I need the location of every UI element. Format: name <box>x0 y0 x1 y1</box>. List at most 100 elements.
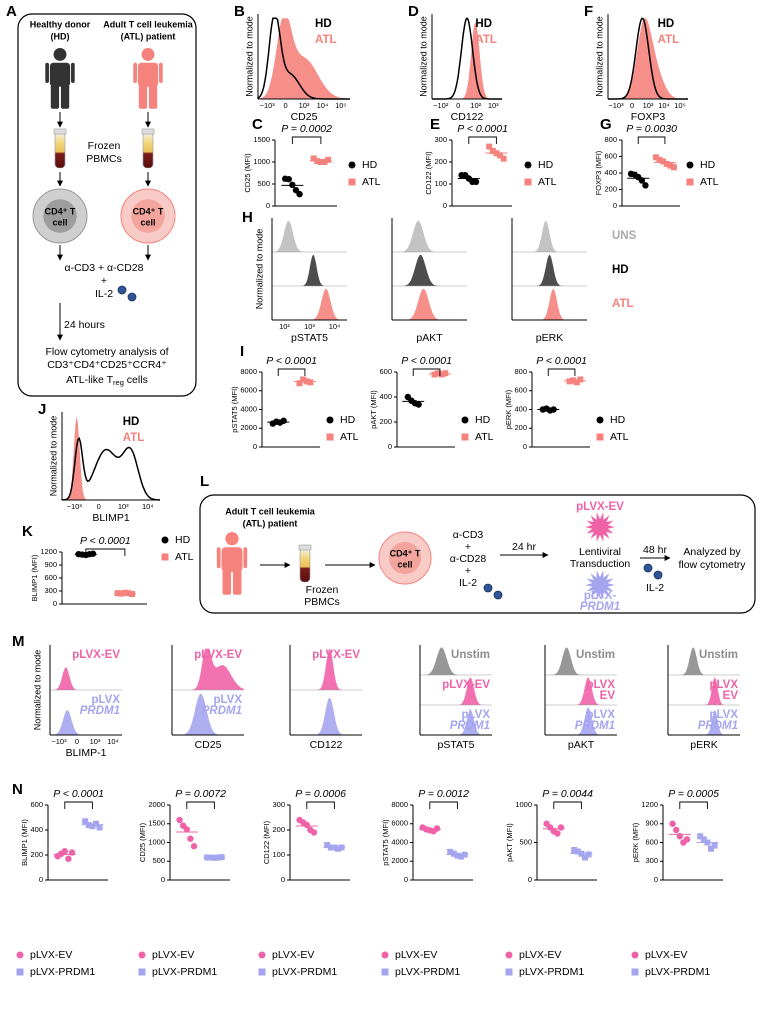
y-tick-label: 300 <box>434 135 447 144</box>
cell-label: CD4⁺ T <box>390 548 421 558</box>
y-axis-label: Normalized to mode <box>418 16 428 97</box>
cell-label: CD4⁺ T <box>45 206 76 216</box>
y-tick-label: 2000 <box>240 423 257 432</box>
y-tick-label: 0 <box>253 442 257 451</box>
legend-marker <box>348 178 356 186</box>
person-icon <box>141 48 155 61</box>
readout-part: reg <box>113 378 124 387</box>
legend-label: pLVX-EV <box>272 949 314 961</box>
tube-icon <box>299 547 311 583</box>
x-axis-label: pSTAT5 <box>291 332 328 344</box>
legend-label: HD <box>362 159 378 171</box>
histogram <box>50 710 122 735</box>
y-axis-label: CD122 (MFI) <box>424 151 433 195</box>
y-axis-label: Normalized to mode <box>254 229 264 310</box>
legend-marker <box>505 951 513 959</box>
histogram <box>545 647 617 675</box>
x-axis-label: CD25 <box>291 111 318 123</box>
y-axis-label: Normalized to mode <box>32 650 42 731</box>
person-icon <box>133 62 137 83</box>
y-tick-label: 300 <box>645 856 658 865</box>
il2-icon <box>483 583 493 593</box>
data-point <box>577 376 584 383</box>
row-label: PRDM1 <box>575 720 615 732</box>
vector-label: PRDM1 <box>580 601 620 613</box>
data-point <box>574 848 581 855</box>
legend-label: pLVX-EV <box>519 949 561 961</box>
panel-label: E <box>430 116 440 133</box>
histogram <box>392 254 467 286</box>
person-icon <box>159 62 163 83</box>
histogram <box>50 667 122 690</box>
y-tick-label: 2000 <box>391 856 408 865</box>
row-label: PRDM1 <box>450 720 490 732</box>
data-point <box>280 417 287 424</box>
legend-label: pLVX-PRDM1 <box>30 966 95 978</box>
histogram <box>392 220 467 252</box>
legend-label: pLVX-PRDM1 <box>272 966 337 978</box>
y-axis-label: pERK (MFI) <box>631 822 640 862</box>
data-point <box>300 376 307 383</box>
legend-label: HD <box>175 534 191 546</box>
legend-marker <box>161 536 169 544</box>
x-tick-label: 10³ <box>488 101 499 110</box>
legend-marker <box>631 951 639 959</box>
row-label: pLVX <box>709 709 738 721</box>
legend-marker <box>326 433 334 441</box>
cell-nucleus <box>388 541 422 575</box>
significance-bracket <box>85 548 126 556</box>
y-tick-label: 100 <box>434 179 447 188</box>
y-tick-label: 200 <box>30 850 43 859</box>
x-axis-label: BLIMP1 <box>92 512 130 524</box>
legend-marker <box>686 161 694 169</box>
legend-marker <box>16 968 24 976</box>
legend-label: ATL <box>658 34 680 46</box>
row-label: PRDM1 <box>80 705 120 717</box>
y-tick-label: 2000 <box>148 800 165 809</box>
significance-bracket <box>637 136 666 144</box>
person-icon <box>137 62 159 87</box>
legend-marker <box>524 178 532 186</box>
legend-label: ATL <box>362 176 381 188</box>
legend-label: ATL <box>538 176 557 188</box>
data-point <box>82 818 89 825</box>
y-axis-label: CD25 (MFI) <box>243 153 252 193</box>
sample-label: PBMCs <box>304 596 340 608</box>
legend-label: ATL <box>315 34 337 46</box>
data-point <box>683 836 691 843</box>
data-point <box>454 852 461 859</box>
data-point <box>61 848 68 855</box>
data-point <box>663 160 670 167</box>
row-label: pLVX <box>586 709 615 721</box>
sample-label: PBMCs <box>86 153 122 165</box>
panel-label: H <box>242 209 253 226</box>
person-icon <box>148 84 158 109</box>
y-tick-label: 1500 <box>253 135 270 144</box>
panel-label: D <box>408 3 419 20</box>
data-point <box>65 855 72 862</box>
data-point <box>642 182 649 189</box>
data-point <box>582 854 588 861</box>
y-tick-label: 800 <box>604 135 617 144</box>
y-axis-label: CD122 (MFI) <box>262 820 271 864</box>
x-axis-label: FOXP3 <box>631 111 666 123</box>
row-label: pLVX <box>213 694 242 706</box>
data-point <box>571 847 578 853</box>
legend-label: ATL <box>340 431 359 443</box>
y-tick-label: 0 <box>161 875 165 884</box>
data-point <box>324 842 331 848</box>
histogram <box>608 18 688 99</box>
y-tick-label: 900 <box>645 819 658 828</box>
stimulus-label: + <box>465 541 471 553</box>
data-point <box>307 379 314 386</box>
histogram <box>290 697 362 735</box>
data-point <box>660 158 667 165</box>
vector-label: pLVX-EV <box>576 501 624 513</box>
x-tick-label: 0 <box>75 737 79 746</box>
p-value: P < 0.0001 <box>457 123 508 135</box>
legend-label: HD <box>123 416 140 428</box>
data-point <box>656 156 663 163</box>
stimulus-label: IL-2 <box>459 577 477 589</box>
x-axis-label: pSTAT5 <box>438 739 475 751</box>
legend-label: pLVX-EV <box>30 949 72 961</box>
